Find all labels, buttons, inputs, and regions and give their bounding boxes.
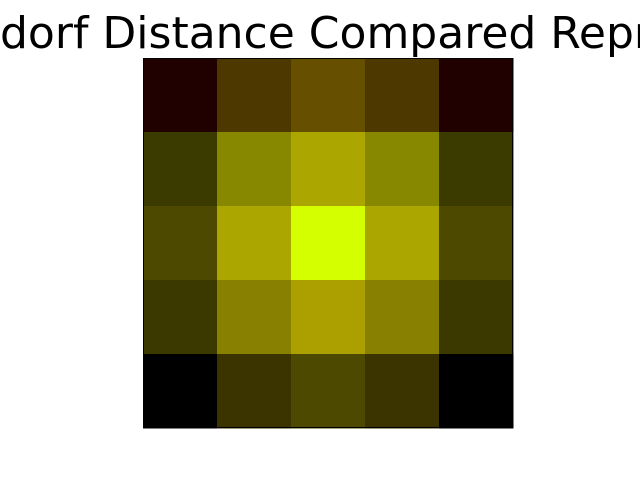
heatmap-cell-r2-c0 <box>143 206 218 281</box>
heatmap-cell-r3-c1 <box>217 280 292 355</box>
heatmap-cell-r4-c4 <box>439 354 514 429</box>
heatmap-cell-r1-c3 <box>365 132 440 207</box>
heatmap-cell-r3-c0 <box>143 280 218 355</box>
heatmap-cell-r1-c2 <box>291 132 366 207</box>
heatmap-cell-r3-c2 <box>291 280 366 355</box>
heatmap-cell-r4-c0 <box>143 354 218 429</box>
heatmap-cells <box>143 58 514 429</box>
heatmap-cell-r1-c4 <box>439 132 514 207</box>
heatmap-cell-r4-c2 <box>291 354 366 429</box>
heatmap-cell-r1-c0 <box>143 132 218 207</box>
heatmap-cell-r0-c1 <box>217 58 292 133</box>
heatmap-cell-r0-c2 <box>291 58 366 133</box>
heatmap-cell-r3-c3 <box>365 280 440 355</box>
heatmap-cell-r0-c0 <box>143 58 218 133</box>
heatmap-cell-r2-c2 <box>291 206 366 281</box>
heatmap-cell-r2-c4 <box>439 206 514 281</box>
heatmap-frame <box>143 58 513 428</box>
heatmap-cell-r1-c1 <box>217 132 292 207</box>
heatmap-cell-r0-c4 <box>439 58 514 133</box>
chart-title: dorf Distance Compared Repr <box>0 8 640 59</box>
heatmap-cell-r2-c3 <box>365 206 440 281</box>
heatmap-cell-r3-c4 <box>439 280 514 355</box>
heatmap-cell-r2-c1 <box>217 206 292 281</box>
heatmap-cell-r4-c3 <box>365 354 440 429</box>
heatmap-cell-r4-c1 <box>217 354 292 429</box>
heatmap-cell-r0-c3 <box>365 58 440 133</box>
